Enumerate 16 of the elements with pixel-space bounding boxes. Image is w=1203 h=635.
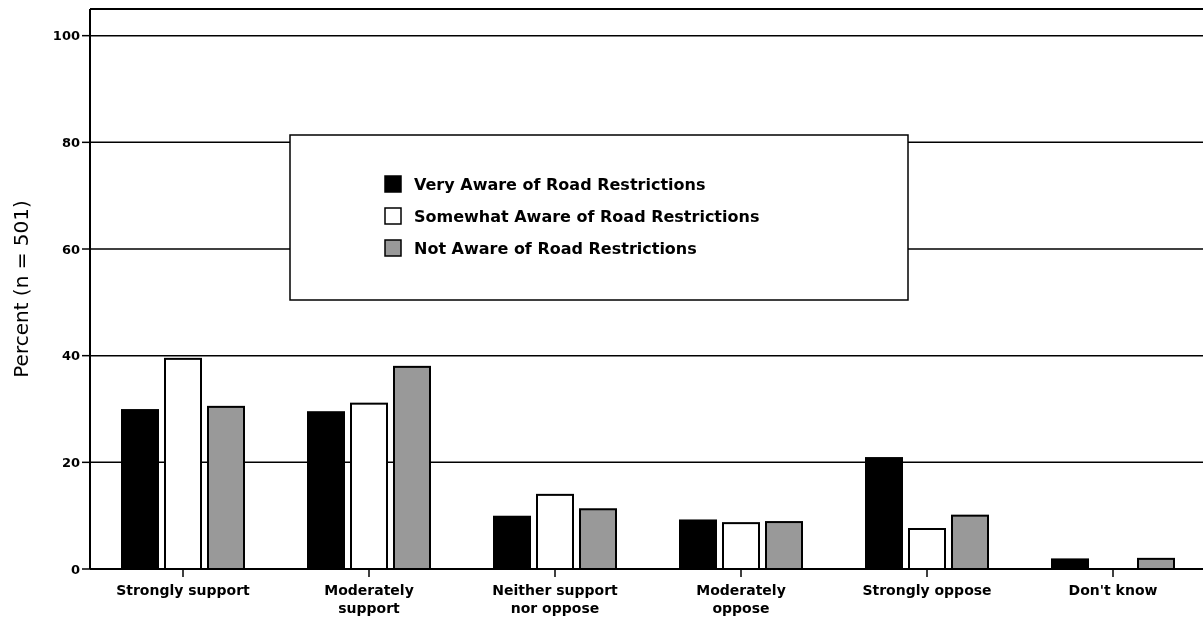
y-tick-label: 80 — [61, 134, 80, 150]
y-tick-label: 0 — [70, 561, 80, 577]
y-tick-label: 100 — [52, 28, 80, 44]
legend-label: Very Aware of Road Restrictions — [414, 174, 706, 194]
x-tick-label: Moderately oppose — [696, 582, 786, 616]
x-tick-label: Strongly oppose — [862, 582, 992, 598]
y-tick-label: 60 — [61, 241, 80, 257]
x-tick-label: Neither support nor oppose — [492, 582, 619, 616]
x-tick-label: Strongly support — [116, 582, 251, 598]
y-tick-label: 40 — [61, 348, 80, 364]
legend-label: Somewhat Aware of Road Restrictions — [414, 206, 760, 226]
y-tick-label: 20 — [61, 454, 80, 470]
x-tick-label: Don't know — [1068, 582, 1158, 598]
y-axis-title: Percent (n = 501) — [9, 200, 33, 378]
x-tick-label: Moderately support — [324, 582, 414, 616]
legend-label: Not Aware of Road Restrictions — [414, 238, 697, 258]
